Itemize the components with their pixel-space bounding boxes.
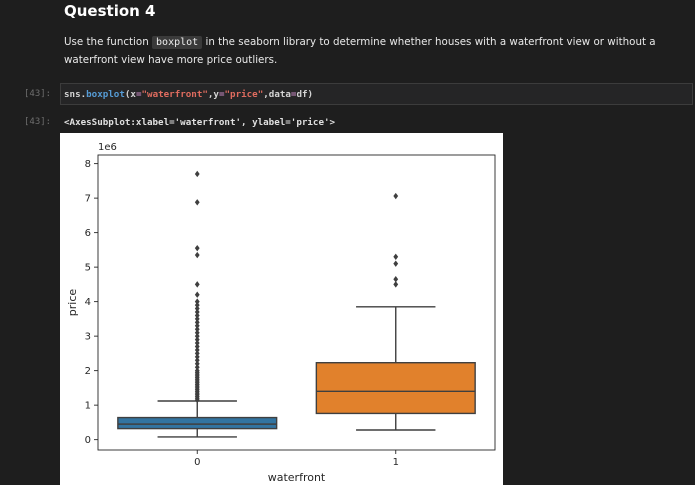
outlier-point — [393, 192, 399, 200]
code-token-fn: boxplot — [86, 89, 125, 100]
outlier-point — [194, 199, 200, 206]
question-text-start: Use the function — [64, 36, 153, 48]
outlier-point — [194, 346, 200, 354]
y-offset-label: 1e6 — [98, 142, 117, 153]
code-token-op: = — [290, 89, 297, 100]
outlier-point — [194, 353, 200, 361]
outlier-point — [194, 312, 200, 319]
x-axis-label: waterfront — [268, 471, 326, 484]
outlier-point — [393, 253, 399, 260]
boxplot-chart: 0 1 2 3 4 5 6 7 8 1e6 0 1 waterfront price — [66, 142, 496, 484]
y-tick-label: 6 — [85, 228, 91, 239]
x-tick-label: 1 — [393, 457, 399, 468]
code-token-op: = — [135, 89, 142, 100]
y-tick-label: 2 — [85, 366, 91, 377]
inline-code-boxplot: boxplot — [152, 36, 203, 49]
box-body-0 — [117, 416, 278, 430]
outlier-point — [194, 301, 200, 309]
boxplot-figure: 0 1 2 3 4 5 6 7 8 1e6 0 1 waterfront price — [60, 133, 503, 485]
question-text-end: in the seaborn library to determine whet… — [64, 36, 656, 66]
outlier-point — [194, 326, 200, 333]
code-token-plain: (x — [124, 89, 136, 100]
outlier-point — [194, 339, 200, 347]
outlier-point — [194, 244, 200, 252]
outlier-point — [194, 336, 200, 343]
outlier-point — [194, 329, 200, 336]
outlier-point — [194, 298, 200, 305]
question-heading: Question 4 — [64, 2, 156, 20]
code-token-plain: ,y — [207, 89, 219, 100]
code-token-str: "price" — [224, 89, 264, 100]
y-tick-label: 1 — [85, 401, 91, 412]
axes-frame — [97, 154, 496, 451]
outlier-point — [194, 367, 200, 374]
code-token-op: = — [218, 89, 225, 100]
code-token-str: "waterfront" — [141, 89, 208, 100]
outlier-point — [194, 319, 200, 326]
box-body-1 — [315, 362, 476, 415]
outlier-point — [194, 251, 200, 259]
outlier-point — [194, 343, 200, 350]
outlier-point — [194, 291, 200, 298]
outlier-point — [194, 281, 200, 288]
outlier-point — [194, 305, 200, 312]
question-text: Use the function boxplot in the seaborn … — [64, 34, 692, 69]
outlier-point — [194, 322, 200, 329]
outlier-point — [194, 308, 200, 316]
y-tick-label: 7 — [85, 194, 91, 205]
y-axis-label: price — [66, 289, 79, 317]
y-tick-label: 4 — [85, 297, 91, 308]
y-tick-label: 3 — [85, 332, 91, 343]
y-tick-label: 5 — [85, 263, 91, 274]
outlier-point — [393, 276, 399, 283]
output-text: <AxesSubplot:xlabel='waterfront', ylabel… — [64, 117, 336, 128]
outlier-point — [194, 357, 200, 364]
code-cell-editor[interactable]: sns.boxplot(x="waterfront",y="price",dat… — [60, 83, 693, 105]
outlier-point — [393, 281, 399, 288]
code-token-plain: ,data — [263, 89, 291, 100]
output-prompt: [43]: — [24, 117, 52, 127]
code-token-plain: df) — [296, 89, 314, 100]
outlier-point — [194, 363, 200, 371]
outlier-point — [194, 360, 200, 367]
x-tick-label: 0 — [194, 457, 200, 468]
code-token-plain: sns. — [64, 89, 87, 100]
outlier-point — [194, 170, 200, 178]
input-prompt: [43]: — [24, 89, 52, 99]
y-tick-label: 0 — [85, 435, 91, 446]
outlier-point — [393, 260, 399, 267]
y-tick-label: 8 — [85, 159, 91, 170]
